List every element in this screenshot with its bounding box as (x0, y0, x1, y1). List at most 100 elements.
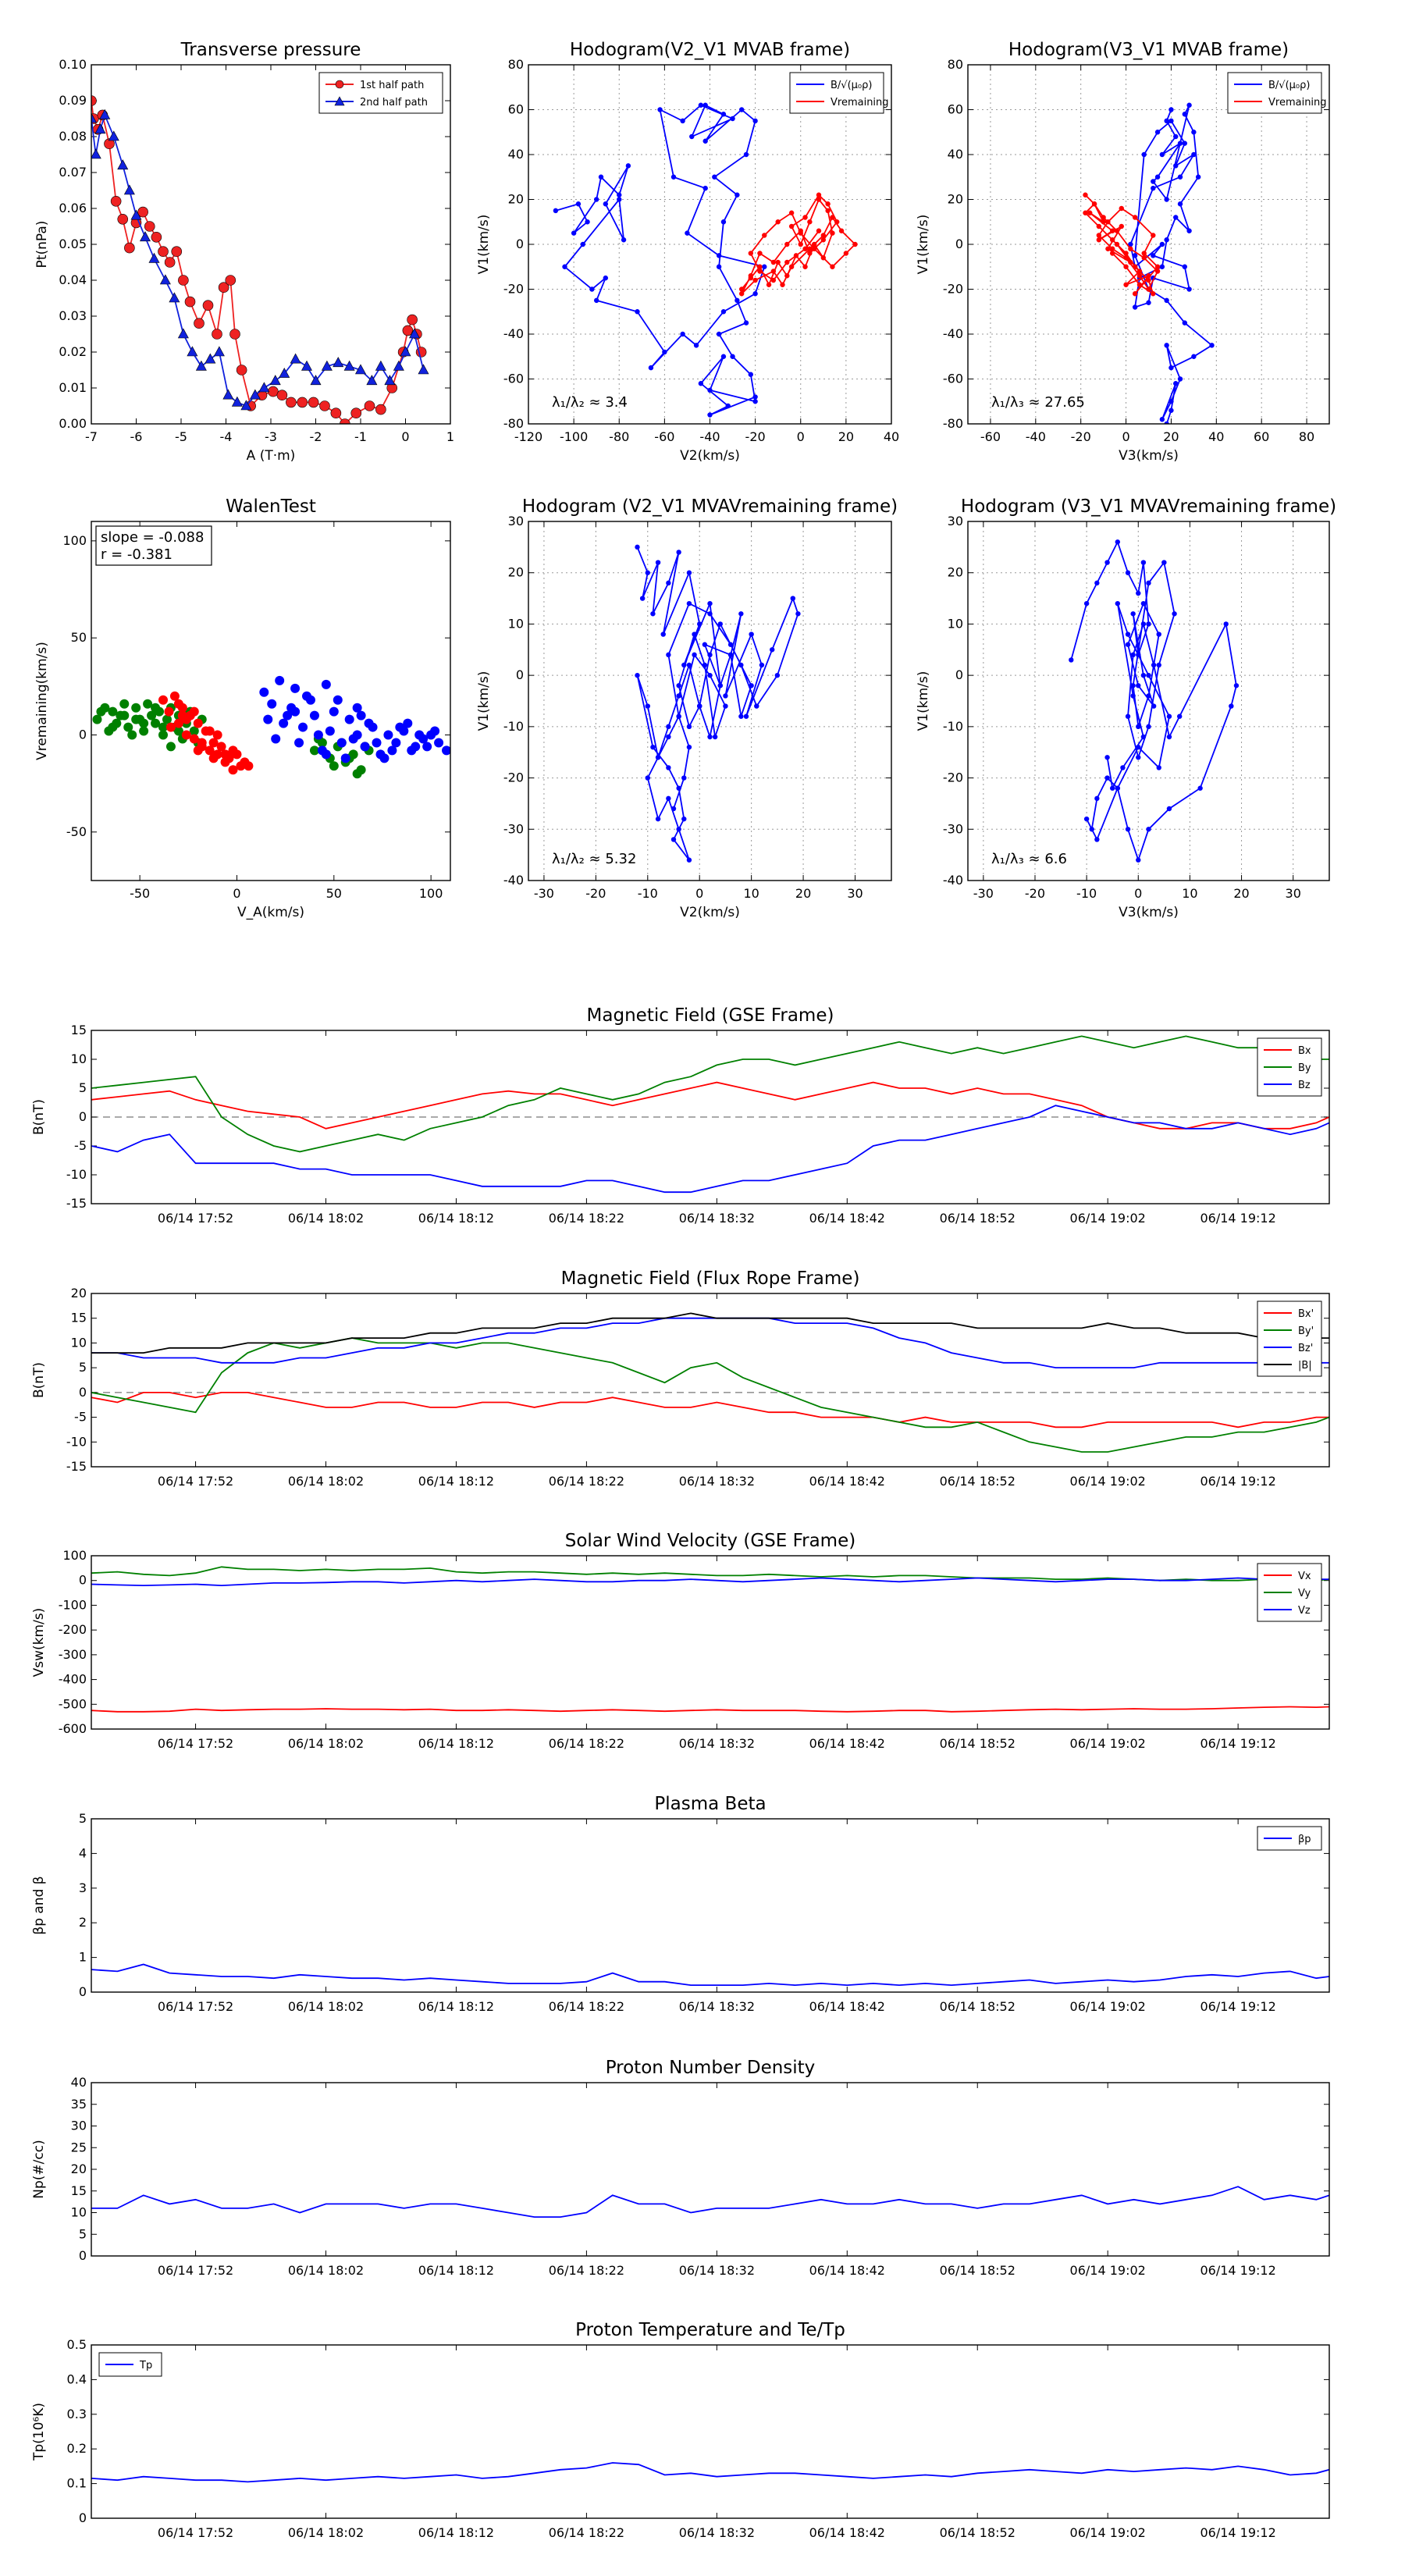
x-tick-label: 06/14 18:32 (679, 2525, 755, 2540)
data-point (589, 286, 595, 292)
x-tick-label: 80 (1299, 429, 1314, 444)
data-point (1173, 215, 1179, 220)
y-tick-label: 0 (79, 728, 87, 742)
legend: Bx By Bz (1257, 1037, 1322, 1097)
plot-frame (91, 1818, 1330, 1993)
y-tick-label: 10 (948, 616, 963, 631)
data-point (635, 309, 640, 315)
y-tick-label: 0.1 (67, 2476, 87, 2491)
data-point (352, 703, 362, 713)
chart-title: Hodogram (V3_V1 MVAVremaining frame) (961, 496, 1336, 517)
series-line (91, 2462, 1329, 2483)
x-tick-label: 06/14 18:32 (679, 1474, 755, 1489)
y-tick-label: 15 (71, 1311, 87, 1325)
data-point (720, 219, 727, 225)
legend-marker (335, 80, 344, 89)
data-point (275, 675, 285, 685)
data-point (635, 544, 640, 550)
plot-frame (91, 1555, 1330, 1730)
data-point (1141, 255, 1147, 261)
data-point (676, 785, 681, 791)
data-point (1146, 580, 1151, 586)
data-point (173, 726, 183, 736)
data-point (1125, 642, 1131, 647)
x-tick-label: 06/14 19:02 (1070, 2263, 1146, 2278)
plot-area (91, 1030, 1329, 1204)
chart-title: Plasma Beta (654, 1794, 766, 1814)
data-point (717, 621, 723, 627)
legend-label: Vremaining (1268, 97, 1327, 109)
chart-title: Hodogram (V2_V1 MVAVremaining frame) (522, 496, 898, 517)
y-tick-label: -40 (503, 873, 524, 888)
y-tick-label: -15 (66, 1459, 87, 1474)
series-line (91, 1963, 1329, 1987)
data-point (738, 291, 745, 297)
x-tick-label: 06/14 18:22 (549, 1999, 624, 2014)
y-tick-label: 100 (62, 1548, 87, 1563)
data-point (707, 387, 713, 393)
x-axis-label: A (T·m) (247, 448, 296, 464)
data-point (395, 722, 405, 732)
data-point (1182, 320, 1188, 326)
data-point (670, 174, 677, 180)
x-tick-label: -30 (534, 886, 554, 901)
data-point (1164, 237, 1169, 243)
data-point (124, 242, 135, 254)
data-point (1096, 223, 1102, 229)
legend: B/√(μ₀ρ) Vremaining (789, 72, 889, 114)
x-tick-label: 06/14 18:52 (940, 2263, 1016, 2278)
data-point (1128, 246, 1133, 251)
plot-area (91, 65, 450, 424)
data-point (1168, 118, 1174, 124)
data-point (1168, 407, 1174, 413)
x-tick-label: 10 (743, 886, 759, 901)
x-axis-label: V3(km/s) (1119, 448, 1179, 464)
data-point (148, 252, 160, 263)
data-point (650, 611, 656, 617)
y-tick-label: 0 (79, 1573, 87, 1588)
x-tick-label: -10 (1076, 886, 1097, 901)
data-point (391, 738, 401, 748)
x-tick-label: -5 (175, 429, 187, 444)
data-point (1094, 837, 1100, 842)
data-point (123, 184, 135, 195)
data-point (697, 621, 702, 627)
data-point (676, 550, 681, 555)
slope-text: slope = -0.088 (101, 529, 204, 546)
data-point (1151, 662, 1157, 668)
data-point (1110, 228, 1115, 233)
y-tick-label: 5 (79, 1360, 87, 1375)
x-tick-label: 06/14 18:12 (418, 1474, 494, 1489)
data-point (279, 718, 289, 728)
x-tick-label: 06/14 18:52 (940, 1999, 1016, 2014)
legend: Vx Vy Vz (1257, 1563, 1322, 1622)
data-layer (91, 1963, 1329, 1987)
x-tick-label: 06/14 17:52 (158, 1736, 233, 1751)
y-tick-label: 0.00 (59, 416, 87, 431)
data-point (811, 241, 817, 247)
data-point (738, 662, 744, 668)
y-tick-label: 10 (71, 1051, 87, 1066)
data-point (159, 274, 171, 285)
series-line (91, 1312, 1329, 1354)
x-tick-label: 06/14 18:52 (940, 1736, 1016, 1751)
data-point (707, 652, 713, 658)
data-point (1154, 130, 1161, 135)
data-point (593, 197, 599, 202)
data-point (752, 291, 758, 297)
x-tick-label: -20 (1025, 886, 1045, 901)
data-point (1177, 174, 1183, 180)
data-point (580, 241, 585, 247)
data-point (418, 364, 429, 375)
x-tick-label: 06/14 17:52 (158, 1474, 233, 1489)
y-tick-label: 80 (948, 57, 963, 72)
data-point (364, 400, 375, 411)
data-point (686, 570, 692, 575)
y-axis-label: βp and β (31, 1876, 47, 1934)
y-tick-label: 0 (79, 1984, 87, 1999)
data-point (1136, 857, 1141, 863)
y-tick-label: -100 (59, 1597, 87, 1612)
data-point (816, 197, 822, 202)
data-point (717, 683, 723, 688)
data-point (297, 397, 308, 408)
